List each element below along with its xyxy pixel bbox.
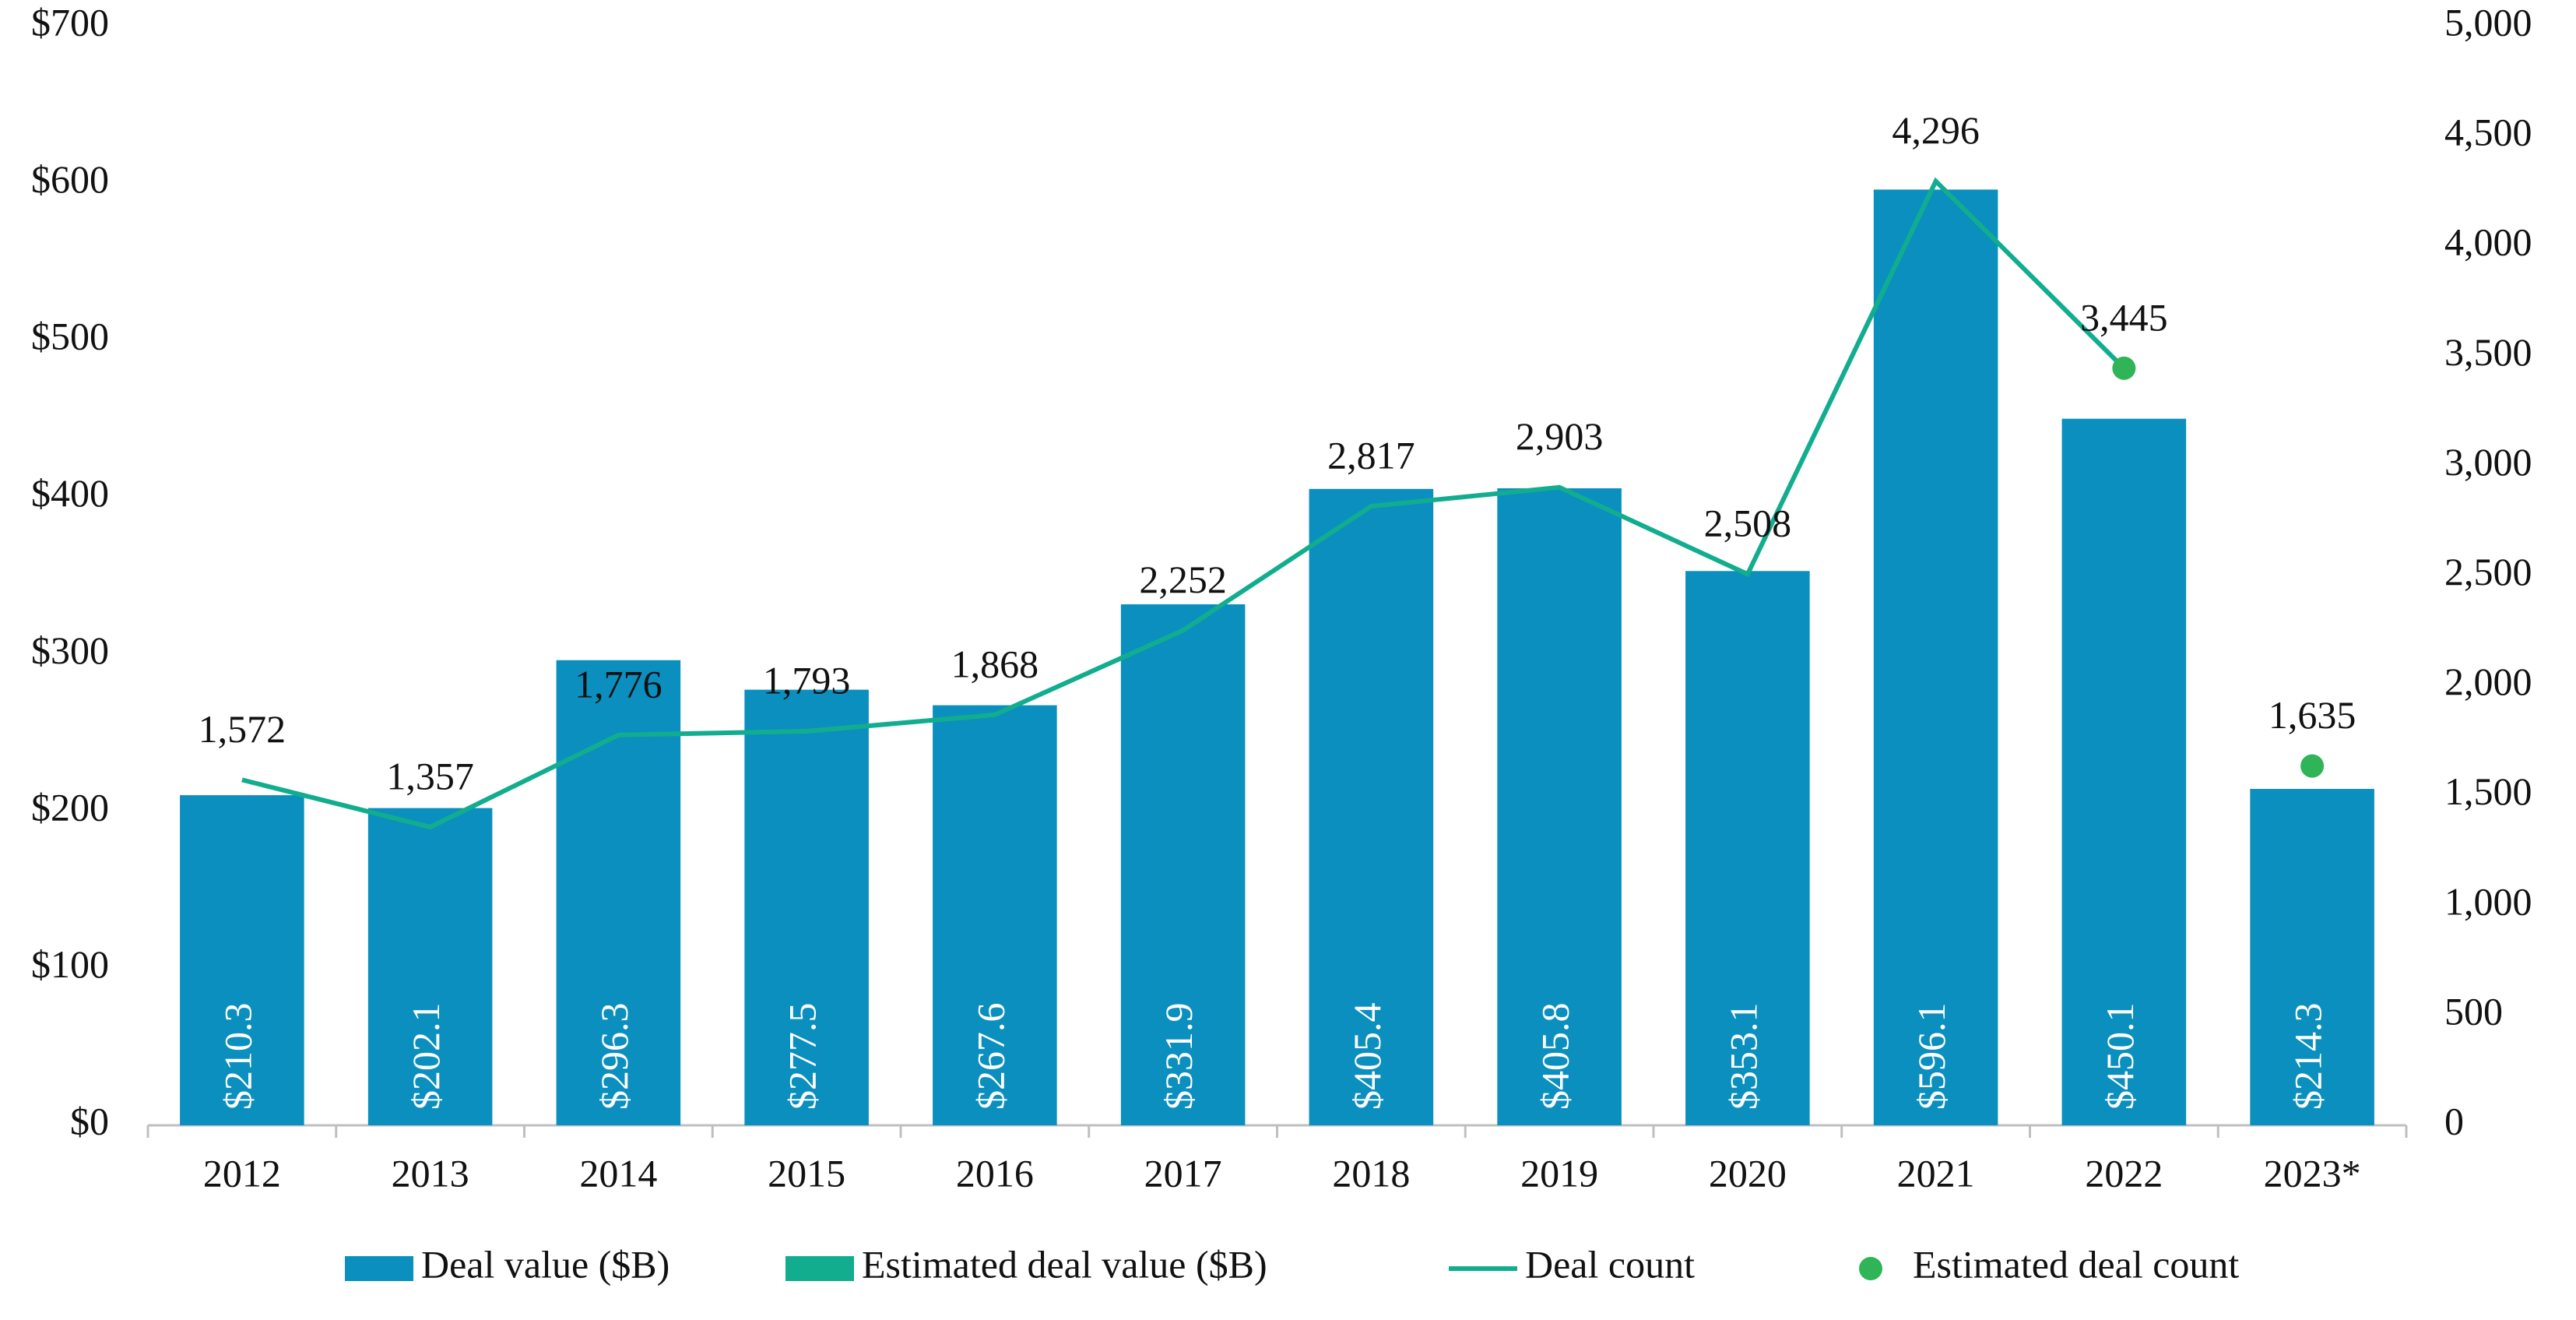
legend-label: Estimated deal count <box>1913 1242 2239 1286</box>
bar-value-label: $296.3 <box>592 1003 636 1111</box>
bar <box>1309 488 1434 1125</box>
y2-tick-label: 1,000 <box>2444 879 2532 923</box>
value-label: 3,445 <box>2080 295 2168 339</box>
y2-tick-label: 500 <box>2444 989 2503 1033</box>
y2-tick-label: 0 <box>2444 1099 2464 1142</box>
bar <box>1497 488 1622 1125</box>
y2-tick-label: 4,000 <box>2444 220 2532 264</box>
y-tick-label: $0 <box>70 1099 109 1142</box>
bar <box>933 705 1057 1125</box>
x-tick-label: 2017 <box>1144 1151 1222 1195</box>
bar-value-label: $405.4 <box>1345 1003 1389 1111</box>
value-label: 2,508 <box>1704 502 1792 545</box>
value-label: 1,776 <box>575 662 662 706</box>
legend-label: Estimated deal value ($B) <box>862 1242 1267 1286</box>
x-tick-label: 2013 <box>392 1151 469 1195</box>
x-tick-label: 2015 <box>768 1151 845 1195</box>
line <box>241 177 2126 830</box>
x-tick-label: 2014 <box>579 1151 657 1195</box>
x-tick-label: 2020 <box>1709 1151 1787 1195</box>
x-tick-label: 2012 <box>203 1151 281 1195</box>
y-tick-label: $200 <box>31 785 109 829</box>
y-tick-label: $300 <box>31 628 109 672</box>
bar <box>2250 789 2374 1125</box>
legend-swatch <box>1859 1257 1882 1280</box>
y-tick-label: $500 <box>31 315 109 358</box>
bar-value-label: $214.3 <box>2286 1003 2330 1111</box>
legend-swatch <box>345 1256 413 1281</box>
x-tick-label: 2016 <box>956 1151 1034 1195</box>
y-tick-label: $100 <box>31 942 109 986</box>
x-tick-label: 2018 <box>1332 1151 1410 1195</box>
x-tick-label: 2019 <box>1520 1151 1598 1195</box>
value-label: 1,357 <box>386 755 474 798</box>
y2-tick-label: 2,500 <box>2444 550 2532 593</box>
value-label: 4,296 <box>1892 108 1980 152</box>
y2-tick-label: 3,000 <box>2444 440 2532 484</box>
value-label: 1,635 <box>2268 693 2356 737</box>
y2-tick-label: 5,000 <box>2444 0 2532 44</box>
x-tick-label: 2023* <box>2264 1151 2361 1195</box>
bar <box>2061 418 2187 1125</box>
value-label: 2,817 <box>1327 434 1415 477</box>
y2-tick-label: 2,000 <box>2444 660 2532 703</box>
bar <box>1873 189 1998 1125</box>
value-label: 2,252 <box>1139 558 1227 601</box>
bar-value-label: $277.5 <box>781 1003 824 1111</box>
bar-value-label: $202.1 <box>404 1003 448 1111</box>
bar <box>180 795 304 1125</box>
value-label: 1,572 <box>199 707 286 751</box>
legend-label: Deal count <box>1525 1242 1695 1286</box>
bar-value-label: $267.6 <box>968 1003 1012 1111</box>
value-label: 2,903 <box>1516 414 1604 458</box>
x-tick-label: 2022 <box>2085 1151 2163 1195</box>
y-tick-label: $400 <box>31 471 109 515</box>
bar-value-label: $450.1 <box>2098 1003 2142 1111</box>
y2-tick-label: 1,500 <box>2444 769 2532 813</box>
y2-tick-label: 3,500 <box>2444 330 2532 374</box>
bar-value-label: $596.1 <box>1910 1003 1953 1111</box>
bar-value-label: $210.3 <box>216 1003 259 1111</box>
legend-label: Deal value ($B) <box>421 1242 669 1286</box>
bar <box>744 689 869 1125</box>
value-label: 1,793 <box>763 658 851 702</box>
bar-value-label: $331.9 <box>1157 1003 1200 1111</box>
point <box>2112 356 2136 380</box>
bar <box>1120 604 1246 1125</box>
point <box>2300 754 2325 778</box>
bar <box>1685 571 1810 1125</box>
y-tick-label: $600 <box>31 157 109 201</box>
bar <box>367 808 493 1125</box>
y2-tick-label: 4,500 <box>2444 111 2532 154</box>
bar-value-label: $353.1 <box>1721 1003 1765 1111</box>
value-label: 1,868 <box>951 642 1039 685</box>
bar <box>556 660 681 1125</box>
y-tick-label: $700 <box>31 0 109 44</box>
legend-swatch <box>785 1256 854 1281</box>
bar-value-label: $405.8 <box>1534 1003 1577 1111</box>
x-tick-label: 2021 <box>1897 1151 1975 1195</box>
